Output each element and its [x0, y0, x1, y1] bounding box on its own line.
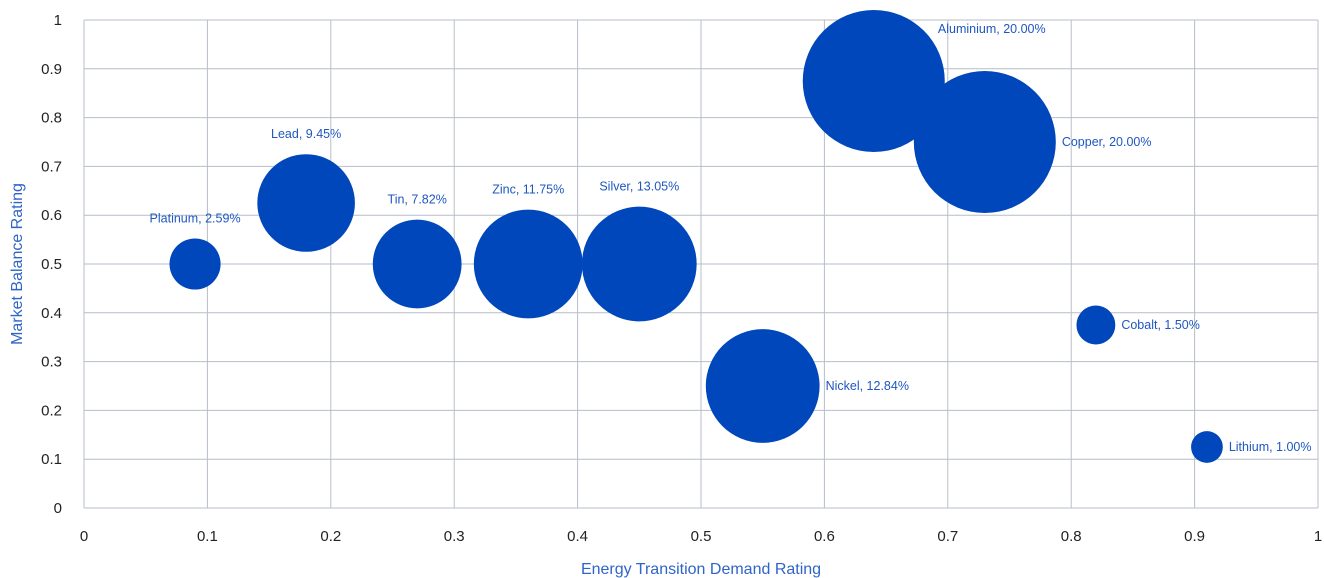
bubble-tin	[372, 219, 462, 309]
x-tick-label: 0.7	[937, 528, 958, 545]
bubble-platinum	[169, 238, 221, 290]
data-label-aluminium: Aluminium, 20.00%	[938, 22, 1046, 36]
x-tick-label: 0.1	[197, 528, 218, 545]
y-tick-label: 0.2	[41, 402, 62, 419]
y-tick-label: 0.4	[41, 305, 62, 322]
x-tick-label: 0.3	[444, 528, 465, 545]
bubble-zinc	[473, 209, 583, 319]
data-label-platinum: Platinum, 2.59%	[150, 211, 241, 225]
x-tick-label: 1	[1314, 528, 1322, 545]
label-layer: Platinum, 2.59% Lead, 9.45% Tin, 7.82% Zinc…	[150, 22, 1312, 454]
y-tick-label: 0.3	[41, 354, 62, 371]
y-axis-title: Market Balance Rating	[9, 183, 26, 345]
y-tick-label: 0.5	[41, 256, 62, 273]
y-tick-label: 0.6	[41, 207, 62, 224]
bubble-layer	[169, 10, 1223, 463]
bubble-copper	[913, 71, 1056, 213]
bubble-silver	[581, 206, 697, 322]
y-tick-label: 0.9	[41, 61, 62, 78]
x-tick-label: 0.9	[1184, 528, 1205, 545]
y-tick-label: 0	[54, 500, 62, 517]
y-tick-label: 0.8	[41, 110, 62, 127]
y-tick-label: 0.7	[41, 158, 62, 175]
x-tick-label: 0.4	[567, 528, 588, 545]
bubble-cobalt	[1076, 305, 1116, 345]
x-tick-label: 0.8	[1061, 528, 1082, 545]
data-label-copper: Copper, 20.00%	[1062, 135, 1152, 149]
x-tick-label: 0	[80, 528, 88, 545]
data-label-silver: Silver, 13.05%	[599, 180, 679, 194]
x-tick-label: 0.6	[814, 528, 835, 545]
bubble-lead	[257, 154, 355, 252]
axis-layer: 0 0.1 0.2 0.3 0.4 0.5 0.6 0.7 0.8 0.9 1 0 0.1 0.2 0.3 0…	[41, 12, 1322, 545]
data-label-lithium: Lithium, 1.00%	[1229, 440, 1312, 454]
data-label-lead: Lead, 9.45%	[271, 127, 341, 141]
data-label-cobalt: Cobalt, 1.50%	[1121, 318, 1200, 332]
bubble-aluminium	[802, 10, 945, 152]
bubble-nickel	[705, 329, 820, 443]
y-tick-label: 0.1	[41, 451, 62, 468]
x-tick-label: 0.5	[691, 528, 712, 545]
x-tick-label: 0.2	[320, 528, 341, 545]
y-tick-label: 1	[54, 12, 62, 29]
bubble-lithium	[1191, 431, 1223, 463]
x-axis-title: Energy Transition Demand Rating	[581, 561, 821, 578]
grid-layer	[83, 19, 1319, 509]
data-label-nickel: Nickel, 12.84%	[826, 379, 909, 393]
data-label-zinc: Zinc, 11.75%	[492, 183, 564, 197]
data-label-tin: Tin, 7.82%	[388, 193, 447, 207]
